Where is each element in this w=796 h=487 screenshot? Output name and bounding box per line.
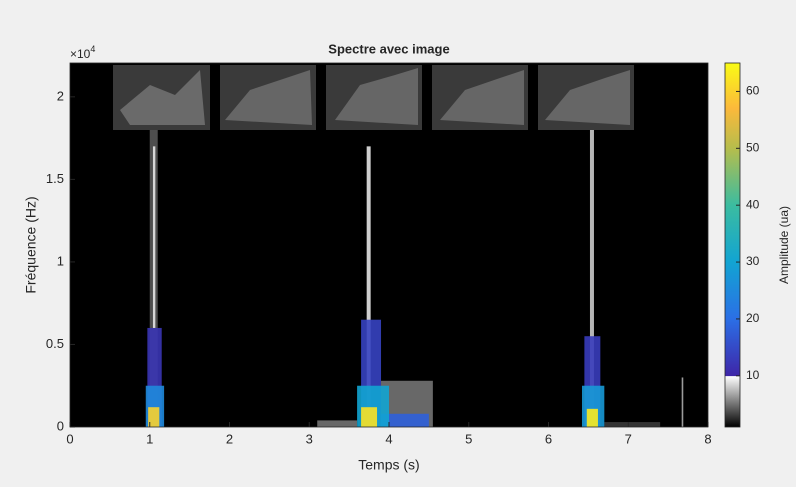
spectrogram-cell (366, 146, 371, 427)
y-tick-label: 0.5 (46, 336, 64, 351)
y-exponent-power: 4 (90, 44, 95, 54)
image-thumbnails (113, 65, 634, 130)
x-tick-label: 3 (306, 431, 313, 446)
spectrogram-cell (148, 407, 160, 427)
thumbnail-shape (440, 70, 524, 125)
x-tick-label: 0 (66, 431, 73, 446)
x-axis-label: Temps (s) (358, 457, 419, 473)
x-tick-label: 5 (465, 431, 472, 446)
x-tick-label: 6 (545, 431, 552, 446)
spectrogram-cell (681, 377, 684, 427)
spectrogram-cell (589, 129, 594, 427)
colorbar-tick-label: 40 (746, 197, 760, 211)
spectrogram-cell (381, 413, 429, 427)
spectrogram-cell (604, 422, 661, 427)
spectrogram-cell (586, 408, 598, 427)
colorbar-tick-label: 10 (746, 368, 760, 382)
y-exponent: ×104 (70, 44, 95, 61)
colorbar-tick-label: 30 (746, 254, 760, 268)
x-tick-label: 4 (385, 431, 392, 446)
colorbar-label: Amplitude (ua) (777, 206, 791, 284)
x-tick-label: 2 (226, 431, 233, 446)
colorbar-tick-label: 20 (746, 311, 760, 325)
thumbnail-shape (335, 68, 418, 125)
colorbar-tick-label: 60 (746, 84, 760, 98)
spectrogram-cell (317, 420, 358, 427)
y-tick-label: 2 (57, 88, 64, 103)
thumbnail-shape (120, 70, 205, 125)
thumbnail-shape (545, 70, 630, 125)
x-tick-label: 8 (704, 431, 711, 446)
colorbar (724, 62, 741, 428)
y-tick-label: 1.5 (46, 171, 64, 186)
colorbar-tick-label: 50 (746, 140, 760, 154)
y-exponent-base: ×10 (70, 47, 91, 61)
cells (145, 129, 684, 427)
spectrogram-cell (152, 146, 156, 328)
y-axis-label: Fréquence (Hz) (23, 196, 39, 293)
y-tick-label: 1 (57, 253, 64, 268)
x-tick-label: 7 (625, 431, 632, 446)
chart-title: Spectre avec image (328, 41, 449, 56)
spectrogram-cell (361, 407, 378, 427)
thumbnail-shape (225, 70, 312, 125)
y-tick-label: 0 (57, 418, 64, 433)
x-tick-label: 1 (146, 431, 153, 446)
